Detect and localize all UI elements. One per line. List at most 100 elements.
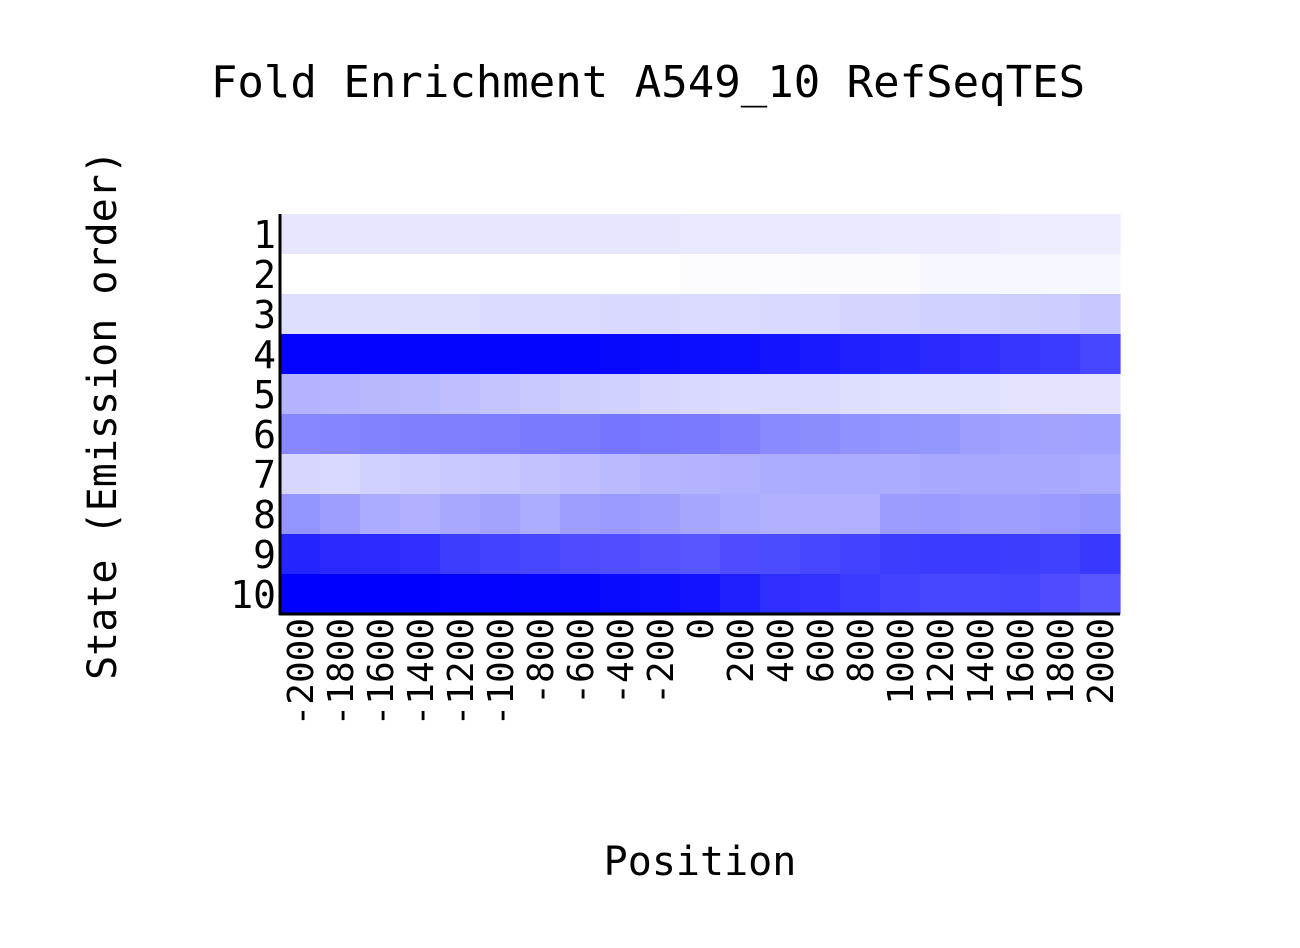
- heatmap-cell: [360, 214, 401, 255]
- heatmap-cell: [280, 534, 321, 575]
- heatmap-cell: [400, 414, 441, 455]
- heatmap-cell: [1040, 214, 1081, 255]
- heatmap-cell: [360, 374, 401, 415]
- heatmap-cell: [800, 494, 841, 535]
- x-tick-label: -1800: [321, 618, 362, 726]
- heatmap-cell: [1000, 214, 1041, 255]
- heatmap-cell: [720, 414, 761, 455]
- heatmap-cell: [800, 294, 841, 335]
- heatmap-cell: [1080, 254, 1121, 295]
- heatmap-cell: [680, 414, 721, 455]
- heatmap-cell: [480, 334, 521, 375]
- x-tick-labels: -2000 -1800 -1600 -1400 -1200 -1000 -800 -600 -4…: [281, 618, 1122, 726]
- heatmap-cell: [360, 494, 401, 535]
- heatmap-cell: [920, 334, 961, 375]
- heatmap-cell: [480, 214, 521, 255]
- heatmap-cell: [400, 574, 441, 615]
- heatmap-cell: [1000, 414, 1041, 455]
- y-tick-label: 9: [253, 533, 276, 577]
- y-tick-label: 7: [253, 453, 276, 497]
- x-tick-label: -1000: [481, 618, 522, 726]
- heatmap-cell: [760, 254, 801, 295]
- heatmap-cell: [560, 414, 601, 455]
- heatmap-cell: [840, 574, 881, 615]
- heatmap-cell: [880, 534, 921, 575]
- heatmap-cell: [440, 494, 481, 535]
- heatmap-cell: [1080, 574, 1121, 615]
- heatmap-cell: [960, 574, 1001, 615]
- heatmap-cell: [1080, 334, 1121, 375]
- y-tick-label: 8: [253, 493, 276, 537]
- heatmap-cell: [1040, 374, 1081, 415]
- heatmap-cell: [960, 534, 1001, 575]
- heatmap-cell: [640, 374, 681, 415]
- heatmap-cell: [1040, 254, 1081, 295]
- heatmap-cell: [400, 214, 441, 255]
- heatmap-cell: [840, 334, 881, 375]
- heatmap-cell: [560, 294, 601, 335]
- heatmap-cell: [520, 214, 561, 255]
- heatmap-cell: [320, 494, 361, 535]
- heatmap-cell: [920, 574, 961, 615]
- heatmap-cell: [320, 214, 361, 255]
- heatmap-cell: [280, 454, 321, 495]
- y-tick-label: 10: [230, 573, 276, 617]
- heatmap-cell: [920, 414, 961, 455]
- heatmap-cell: [400, 534, 441, 575]
- heatmap-cell: [360, 454, 401, 495]
- y-tick-label: 4: [253, 333, 276, 377]
- y-tick-label: 3: [253, 293, 276, 337]
- heatmap-cell: [1080, 294, 1121, 335]
- heatmap-cell: [600, 454, 641, 495]
- heatmap-cell: [880, 294, 921, 335]
- heatmap-cell: [480, 494, 521, 535]
- heatmap-cell: [840, 214, 881, 255]
- heatmap-cell: [280, 254, 321, 295]
- heatmap-cell: [440, 214, 481, 255]
- heatmap-cell: [520, 374, 561, 415]
- heatmap-cell: [600, 294, 641, 335]
- heatmap-cell: [1040, 534, 1081, 575]
- heatmap-cell: [560, 374, 601, 415]
- heatmap-cell: [960, 414, 1001, 455]
- heatmap-cell: [640, 214, 681, 255]
- heatmap-cell: [280, 574, 321, 615]
- x-tick-label: 400: [761, 618, 802, 683]
- heatmap-cell: [400, 294, 441, 335]
- heatmap-cell: [360, 334, 401, 375]
- x-tick-label: 0: [681, 618, 722, 640]
- x-tick-label: -1600: [361, 618, 402, 726]
- heatmap-cell: [720, 334, 761, 375]
- heatmap-cell: [880, 254, 921, 295]
- heatmap-cell: [400, 334, 441, 375]
- heatmap-cell: [760, 494, 801, 535]
- heatmap-cell: [280, 334, 321, 375]
- x-tick-label: -1200: [441, 618, 482, 726]
- heatmap-cell: [760, 214, 801, 255]
- heatmap-cell: [840, 374, 881, 415]
- x-tick-label: 1200: [921, 618, 962, 705]
- heatmap-cell: [320, 414, 361, 455]
- y-tick-label: 6: [253, 413, 276, 457]
- x-tick-label: 1600: [1001, 618, 1042, 705]
- heatmap-cell: [1080, 414, 1121, 455]
- heatmap-cell: [360, 534, 401, 575]
- heatmap-cell: [440, 534, 481, 575]
- heatmap-cell: [600, 334, 641, 375]
- heatmap-cell: [1040, 574, 1081, 615]
- heatmap-cell: [320, 574, 361, 615]
- heatmap-cell: [800, 414, 841, 455]
- heatmap-cell: [600, 574, 641, 615]
- heatmap-cell: [880, 454, 921, 495]
- heatmap-cell: [440, 254, 481, 295]
- heatmap-cell: [640, 494, 681, 535]
- heatmap-cell: [840, 454, 881, 495]
- heatmap-cell: [600, 214, 641, 255]
- heatmap-cell: [960, 214, 1001, 255]
- heatmap-cell: [680, 454, 721, 495]
- heatmap-cell: [480, 374, 521, 415]
- heatmap-cell: [1000, 574, 1041, 615]
- y-tick-label: 1: [253, 213, 276, 257]
- heatmap-cell: [760, 334, 801, 375]
- heatmap-cell: [840, 494, 881, 535]
